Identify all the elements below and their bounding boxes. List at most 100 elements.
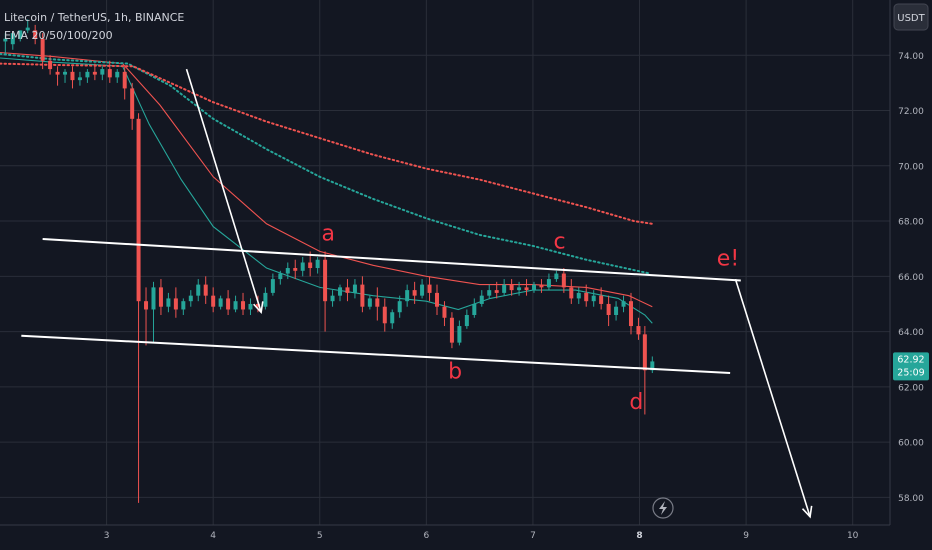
y-tick-label: 68.00: [898, 218, 924, 228]
candle-body: [375, 298, 380, 307]
candle-body: [606, 303, 611, 315]
price-scale-panel[interactable]: [890, 0, 932, 550]
candle-body: [92, 71, 97, 75]
arrow-line[interactable]: [734, 278, 811, 517]
ema-line-1: [0, 51, 653, 308]
arrow-line[interactable]: [185, 68, 262, 313]
candle-body: [345, 287, 350, 293]
wave-label[interactable]: c: [554, 230, 566, 255]
candle-body: [263, 292, 268, 307]
candle-body: [464, 315, 469, 327]
x-tick-label: 3: [104, 531, 110, 541]
candle-body: [636, 326, 641, 335]
ema-line-2: [0, 52, 652, 275]
y-tick-label: 62.00: [898, 383, 924, 393]
candle-body: [494, 290, 499, 293]
candle-body: [77, 77, 82, 81]
drawings: a b c d e!: [21, 68, 813, 519]
candle-body: [248, 303, 253, 310]
x-tick-label: 5: [317, 531, 323, 541]
x-tick-label: 8: [636, 531, 642, 541]
y-tick-label: 66.00: [898, 273, 924, 283]
candle-body: [63, 71, 68, 75]
candle-body: [285, 268, 290, 274]
candle-body: [203, 284, 208, 296]
trendline[interactable]: [42, 238, 741, 282]
candle-body: [151, 287, 156, 310]
candle-body: [100, 69, 105, 75]
candle-body: [338, 287, 343, 296]
candle-body: [554, 273, 559, 280]
candle-body: [107, 69, 112, 78]
candle-body: [122, 71, 127, 89]
candle-body: [382, 306, 387, 324]
currency-button-box[interactable]: [893, 3, 929, 31]
candles: [3, 19, 655, 503]
wave-label[interactable]: d: [629, 390, 643, 415]
candle-body: [524, 287, 529, 291]
wave-label[interactable]: e!: [717, 246, 739, 271]
candle-body: [233, 301, 238, 310]
candle-body: [405, 290, 410, 302]
candle-body: [509, 284, 514, 291]
candle-body: [218, 298, 223, 307]
currency-button[interactable]: USDT: [893, 3, 929, 31]
wave-label[interactable]: a: [322, 221, 335, 246]
candle-body: [255, 303, 260, 307]
candle-body: [3, 38, 8, 42]
candle-body: [427, 284, 432, 293]
candle-body: [226, 298, 231, 310]
candle-body: [196, 284, 201, 296]
candle-body: [584, 292, 589, 302]
candle-body: [561, 273, 566, 288]
candle-body: [352, 284, 357, 293]
indicator-line[interactable]: EMA 20/50/100/200: [4, 29, 113, 42]
y-tick-label: 70.00: [898, 162, 924, 172]
candle-body: [25, 27, 30, 31]
symbol-line: Litecoin / TetherUS, 1h, BINANCE: [4, 11, 184, 24]
candle-body: [621, 301, 626, 307]
bar-countdown: 25:09: [897, 367, 924, 378]
candle-body: [55, 71, 60, 75]
candle-body: [457, 326, 462, 343]
candle-body: [40, 38, 45, 61]
candle-body: [18, 30, 23, 39]
time-scale-ticks[interactable]: 3 4 5 6 7 8 9 10: [104, 531, 859, 541]
x-tick-label: 9: [743, 531, 749, 541]
candle-body: [136, 118, 141, 302]
currency-button-label[interactable]: USDT: [897, 13, 925, 24]
flash-button[interactable]: [652, 497, 674, 519]
candle-body: [487, 290, 492, 296]
candle-body: [300, 262, 305, 271]
wave-label[interactable]: b: [448, 360, 462, 385]
trendline[interactable]: [21, 334, 731, 375]
candle-body: [576, 292, 581, 299]
candle-body: [502, 284, 507, 293]
candle-body: [449, 317, 454, 343]
candle-body: [642, 334, 647, 371]
current-price-label: 62.92 25:09: [893, 352, 929, 381]
candle-body: [85, 71, 90, 78]
candle-body: [48, 60, 53, 70]
candle-body: [278, 273, 283, 280]
candle-body: [293, 268, 298, 271]
candle-body: [173, 298, 178, 310]
candle-body: [614, 306, 619, 315]
candle-body: [115, 71, 120, 78]
candle-body: [33, 30, 38, 39]
candle-body: [517, 287, 522, 291]
x-tick-label: 6: [423, 531, 429, 541]
candle-body: [181, 301, 186, 310]
current-price-value: 62.92: [897, 354, 924, 365]
candle-body: [412, 290, 417, 296]
candle-body: [188, 295, 193, 302]
candle-body: [420, 284, 425, 296]
y-tick-label: 72.00: [898, 107, 924, 117]
ema-line-0: [0, 57, 653, 324]
y-tick-label: 58.00: [898, 494, 924, 504]
candle-body: [628, 301, 633, 327]
arrow-head: [253, 301, 264, 314]
ema-lines: [0, 51, 654, 324]
